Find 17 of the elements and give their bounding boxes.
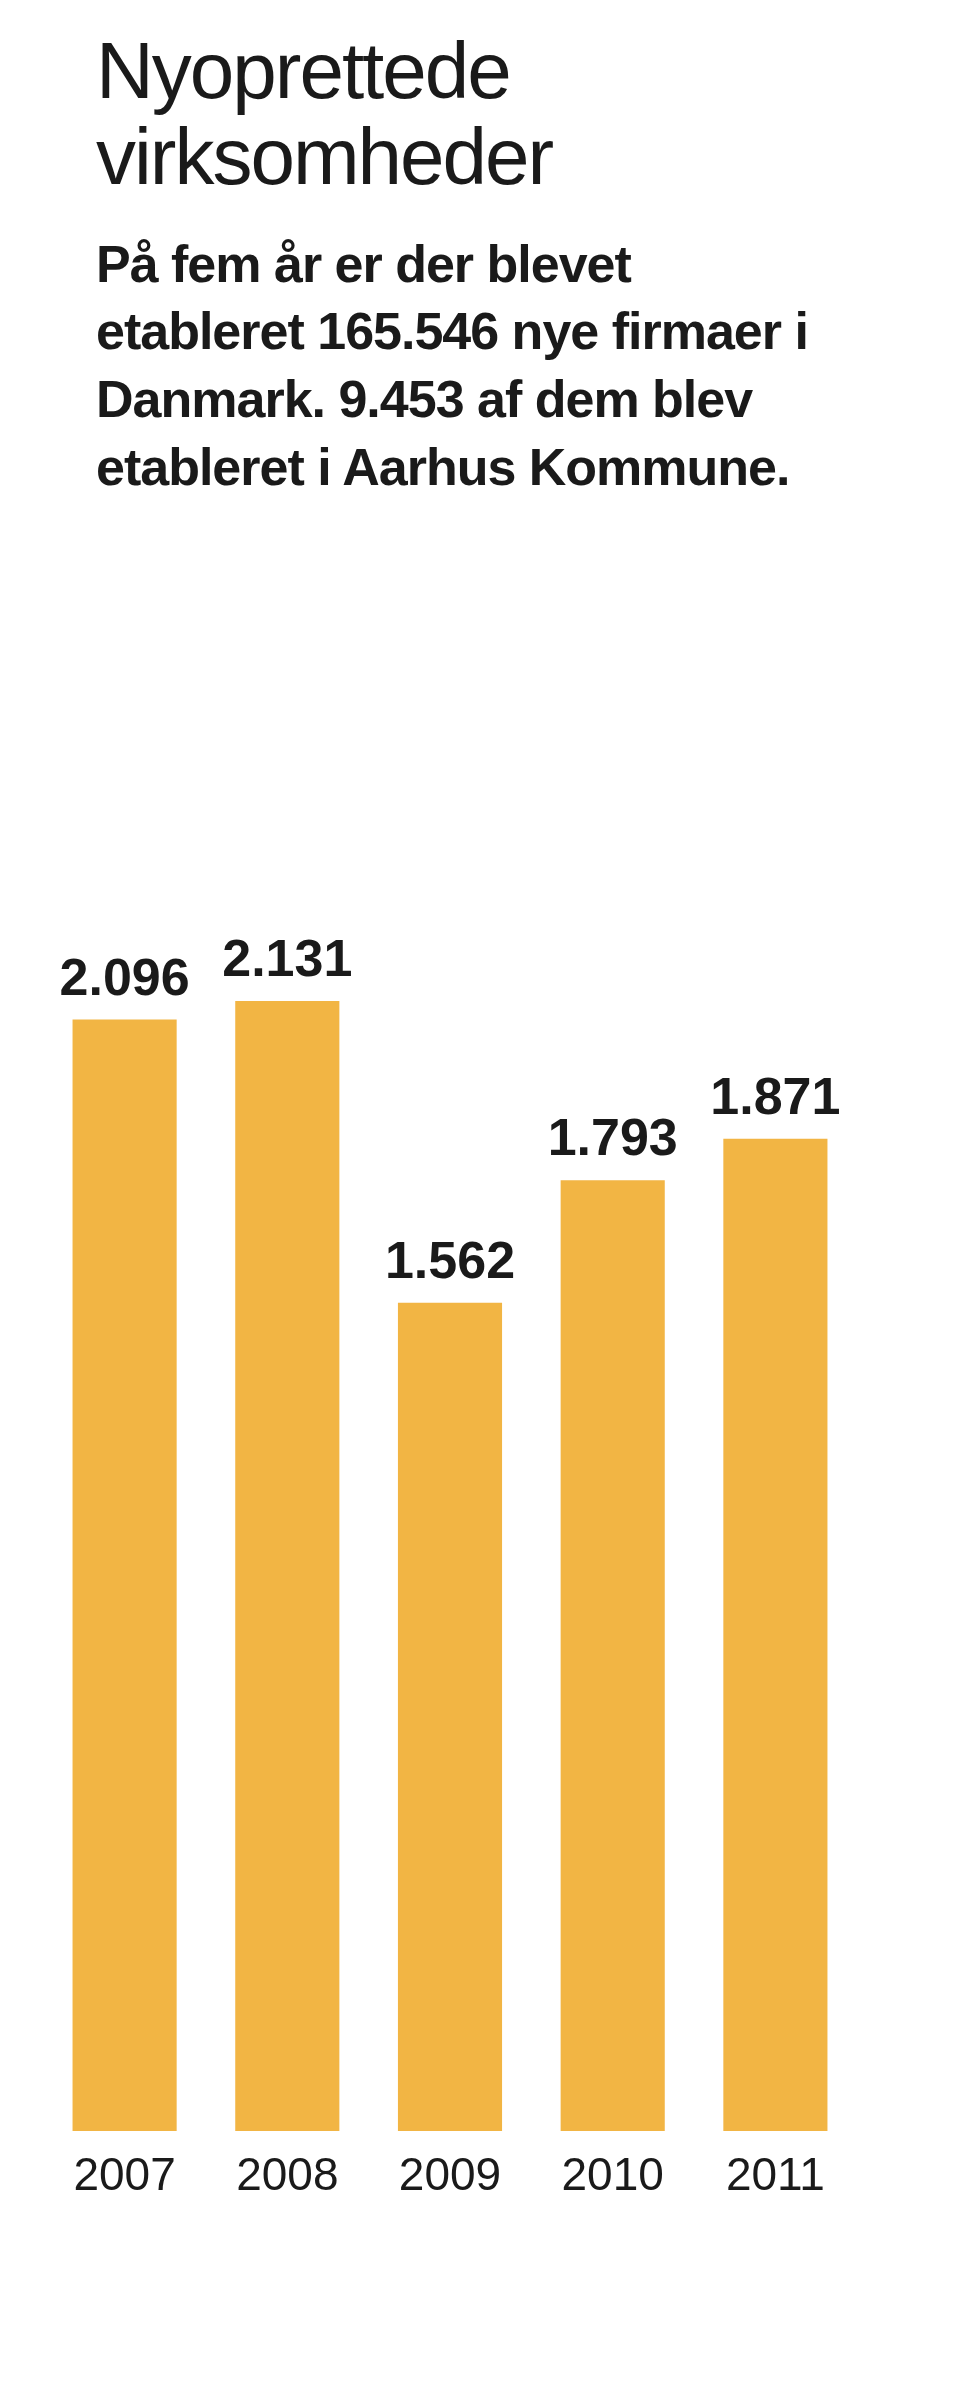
bar — [397, 1302, 503, 2132]
data-label: 1.871 — [710, 1067, 841, 1126]
x-tick-label: 2011 — [725, 2147, 825, 2200]
bar — [72, 1019, 177, 2132]
bar — [235, 1001, 340, 2132]
x-tick-label: 2008 — [236, 2147, 339, 2200]
x-tick-label: 2010 — [561, 2147, 664, 2200]
x-tick-label: 2007 — [73, 2147, 176, 2200]
data-label: 1.562 — [384, 1230, 516, 1289]
data-label: 2.131 — [222, 929, 353, 988]
data-label: 2.096 — [59, 947, 190, 1006]
x-tick-label: 2009 — [398, 2147, 502, 2200]
chart-subtitle: På fem år er der blevet etableret 165.546 nye firmaer i Danmark. 9.453 af dem blev etableret i Aarhus Kommune. — [95, 233, 809, 498]
chart-title: Nyoprettede virksomheder — [95, 25, 554, 202]
bar — [560, 1180, 665, 2132]
data-label: 1.793 — [547, 1108, 678, 1167]
bar — [723, 1139, 828, 2132]
